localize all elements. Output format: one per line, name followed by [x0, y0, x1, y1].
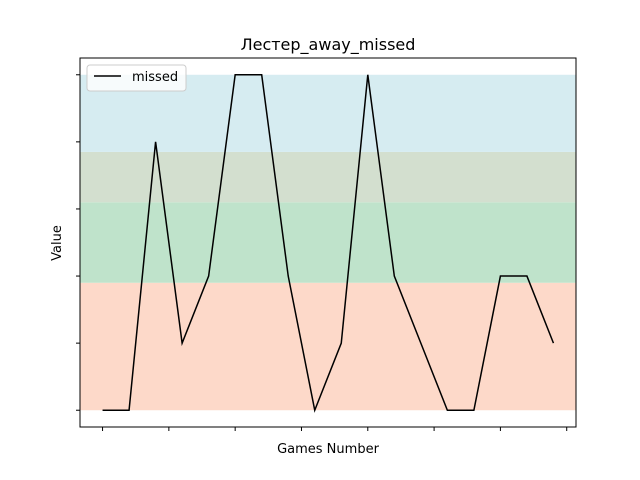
chart-title: Лестер_away_missed: [241, 35, 416, 55]
series-layer: [102, 74, 555, 413]
legend-box: [86, 64, 187, 92]
background-band-1: [80, 282, 576, 411]
x-axis-label: Games Number: [277, 442, 379, 457]
y-axis-label: Value: [50, 225, 65, 261]
background-band-2: [80, 202, 576, 283]
legend: missed: [86, 64, 187, 92]
legend-label-missed: missed: [132, 70, 178, 85]
series-line-missed: [102, 74, 555, 413]
axis-ticks: [76, 74, 568, 431]
plot-frame: [79, 57, 577, 428]
background-bands: [80, 74, 576, 411]
